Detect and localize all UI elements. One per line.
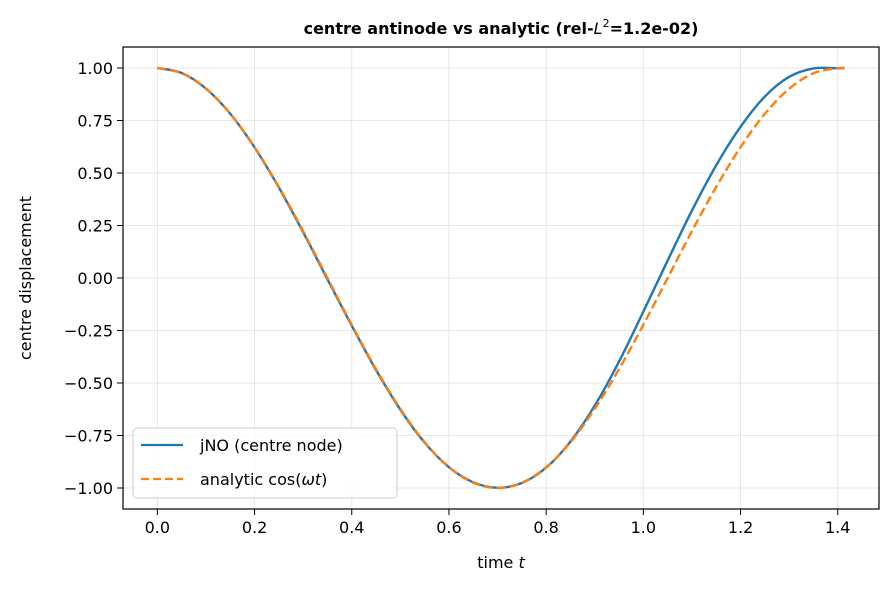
- y-ticks: 1.00 0.75 0.50 0.25 0.00 −0.25 −0.50 −0.75 −1.00: [64, 59, 123, 498]
- legend: jNO (centre node) analytic cos(ωt): [132, 427, 398, 499]
- x-tick-label: 0.6: [436, 518, 461, 537]
- legend-label-jno: jNO (centre node): [199, 436, 343, 455]
- x-ticks: 0.0 0.2 0.4 0.6 0.8 1.0 1.2 1.4: [145, 509, 850, 537]
- x-tick-label: 1.0: [631, 518, 656, 537]
- y-tick-label: 0.50: [77, 164, 113, 183]
- chart-title: centre antinode vs analytic (rel-L2=1.2e…: [304, 17, 699, 38]
- series-line-analytic: [157, 66, 845, 490]
- y-axis-label: centre displacement: [16, 196, 35, 360]
- x-tick-label: 0.4: [339, 518, 364, 537]
- y-tick-label: −0.25: [64, 322, 113, 341]
- legend-label-analytic: analytic cos(ωt): [200, 470, 327, 489]
- y-tick-label: 0.75: [77, 112, 113, 131]
- y-tick-label: −0.75: [64, 427, 113, 446]
- x-tick-label: 1.2: [728, 518, 753, 537]
- series-layer: [157, 66, 845, 490]
- y-tick-label: 0.25: [77, 217, 113, 236]
- x-axis-label: time t: [477, 553, 525, 572]
- title-superscript: 2: [603, 17, 610, 30]
- y-tick-label: −0.50: [64, 374, 113, 393]
- x-tick-label: 0.8: [533, 518, 558, 537]
- y-tick-label: 0.00: [77, 269, 113, 288]
- x-tick-label: 1.4: [825, 518, 850, 537]
- title-math: L: [594, 19, 603, 38]
- legend-box: [132, 427, 398, 499]
- x-tick-label: 0.0: [145, 518, 170, 537]
- x-tick-label: 0.2: [242, 518, 267, 537]
- y-tick-label: −1.00: [64, 479, 113, 498]
- y-tick-label: 1.00: [77, 59, 113, 78]
